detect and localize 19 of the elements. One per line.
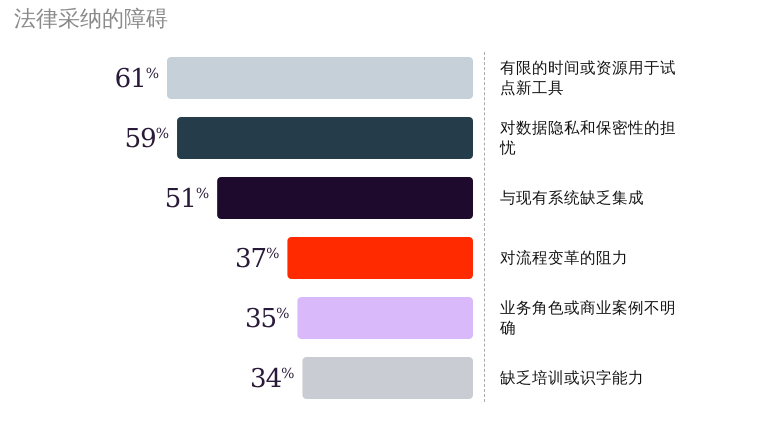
bar: [167, 57, 473, 99]
chart-title: 法律采纳的障碍: [14, 6, 168, 34]
bar: [297, 297, 473, 339]
data-label: 35$^{%}$: [245, 304, 290, 334]
bar: [302, 357, 473, 399]
bar: [177, 117, 473, 159]
bar: [217, 177, 473, 219]
y-tick-label: 对流程变革的阻力: [500, 248, 629, 268]
y-tick-label: 有限的时间或资源用于试点新工具: [500, 58, 676, 98]
data-label: 61$^{%}$: [114, 64, 159, 94]
data-label: 37$^{%}$: [234, 244, 280, 274]
y-tick-label: 业务角色或商业案例不明确: [500, 298, 676, 338]
y-tick-label: 与现有系统缺乏集成: [500, 188, 645, 208]
data-label: 51$^{%}$: [164, 184, 210, 214]
data-label: 59$^{%}$: [124, 124, 170, 154]
bar: [287, 237, 473, 279]
y-tick-label: 缺乏培训或识字能力: [500, 368, 645, 388]
y-tick-label: 对数据隐私和保密性的担忧: [500, 118, 676, 158]
data-label: 34$^{%}$: [250, 364, 294, 394]
